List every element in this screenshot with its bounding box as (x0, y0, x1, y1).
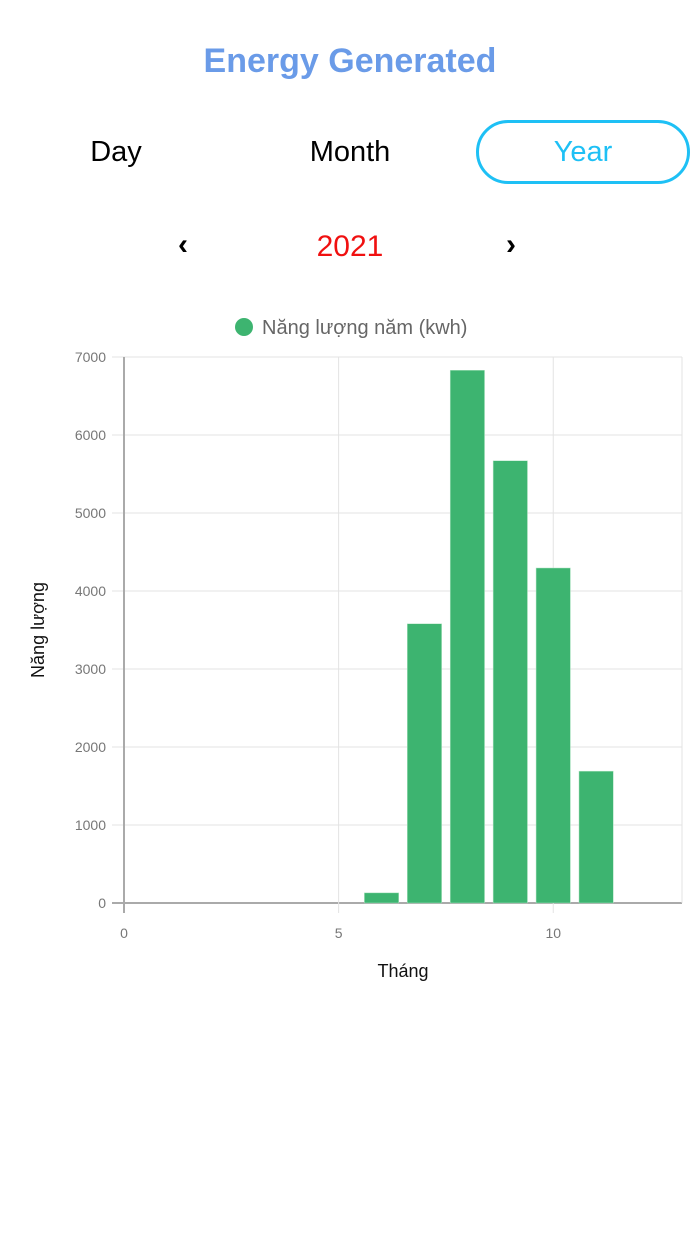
bar (449, 370, 485, 904)
tab-year[interactable]: Year (476, 120, 690, 184)
y-tick-label: 5000 (75, 505, 106, 521)
bar (535, 567, 571, 904)
page-title: Energy Generated (203, 42, 497, 80)
x-tick-label: 0 (120, 925, 128, 941)
bar (364, 892, 399, 904)
y-tick-label: 2000 (75, 739, 106, 755)
year-label: 2021 (316, 230, 384, 263)
bar (578, 770, 614, 904)
x-tick-label: 10 (545, 925, 561, 941)
y-tick-label: 1000 (75, 817, 106, 833)
chevron-left-icon[interactable]: ‹ (178, 228, 188, 261)
chevron-right-icon[interactable]: › (506, 228, 516, 261)
y-tick-label: 3000 (75, 661, 106, 677)
legend-label: Năng lượng năm (kwh) (262, 317, 467, 339)
x-axis-label: Tháng (377, 961, 428, 981)
bar (492, 460, 528, 904)
tab-day[interactable]: Day (90, 136, 142, 168)
y-axis-label: Năng lượng (28, 582, 48, 678)
bar-chart: Năng lượng năm (kwh) 0 1000 2000 3000 4000 500… (28, 317, 683, 981)
y-tick-label: 4000 (75, 583, 106, 599)
y-tick-label: 6000 (75, 427, 106, 443)
legend-marker (235, 318, 253, 336)
bar (407, 623, 442, 904)
y-tick-label: 7000 (75, 349, 106, 365)
x-tick-label: 5 (335, 925, 343, 941)
y-tick-label: 0 (98, 895, 106, 911)
tab-month[interactable]: Month (309, 136, 391, 168)
